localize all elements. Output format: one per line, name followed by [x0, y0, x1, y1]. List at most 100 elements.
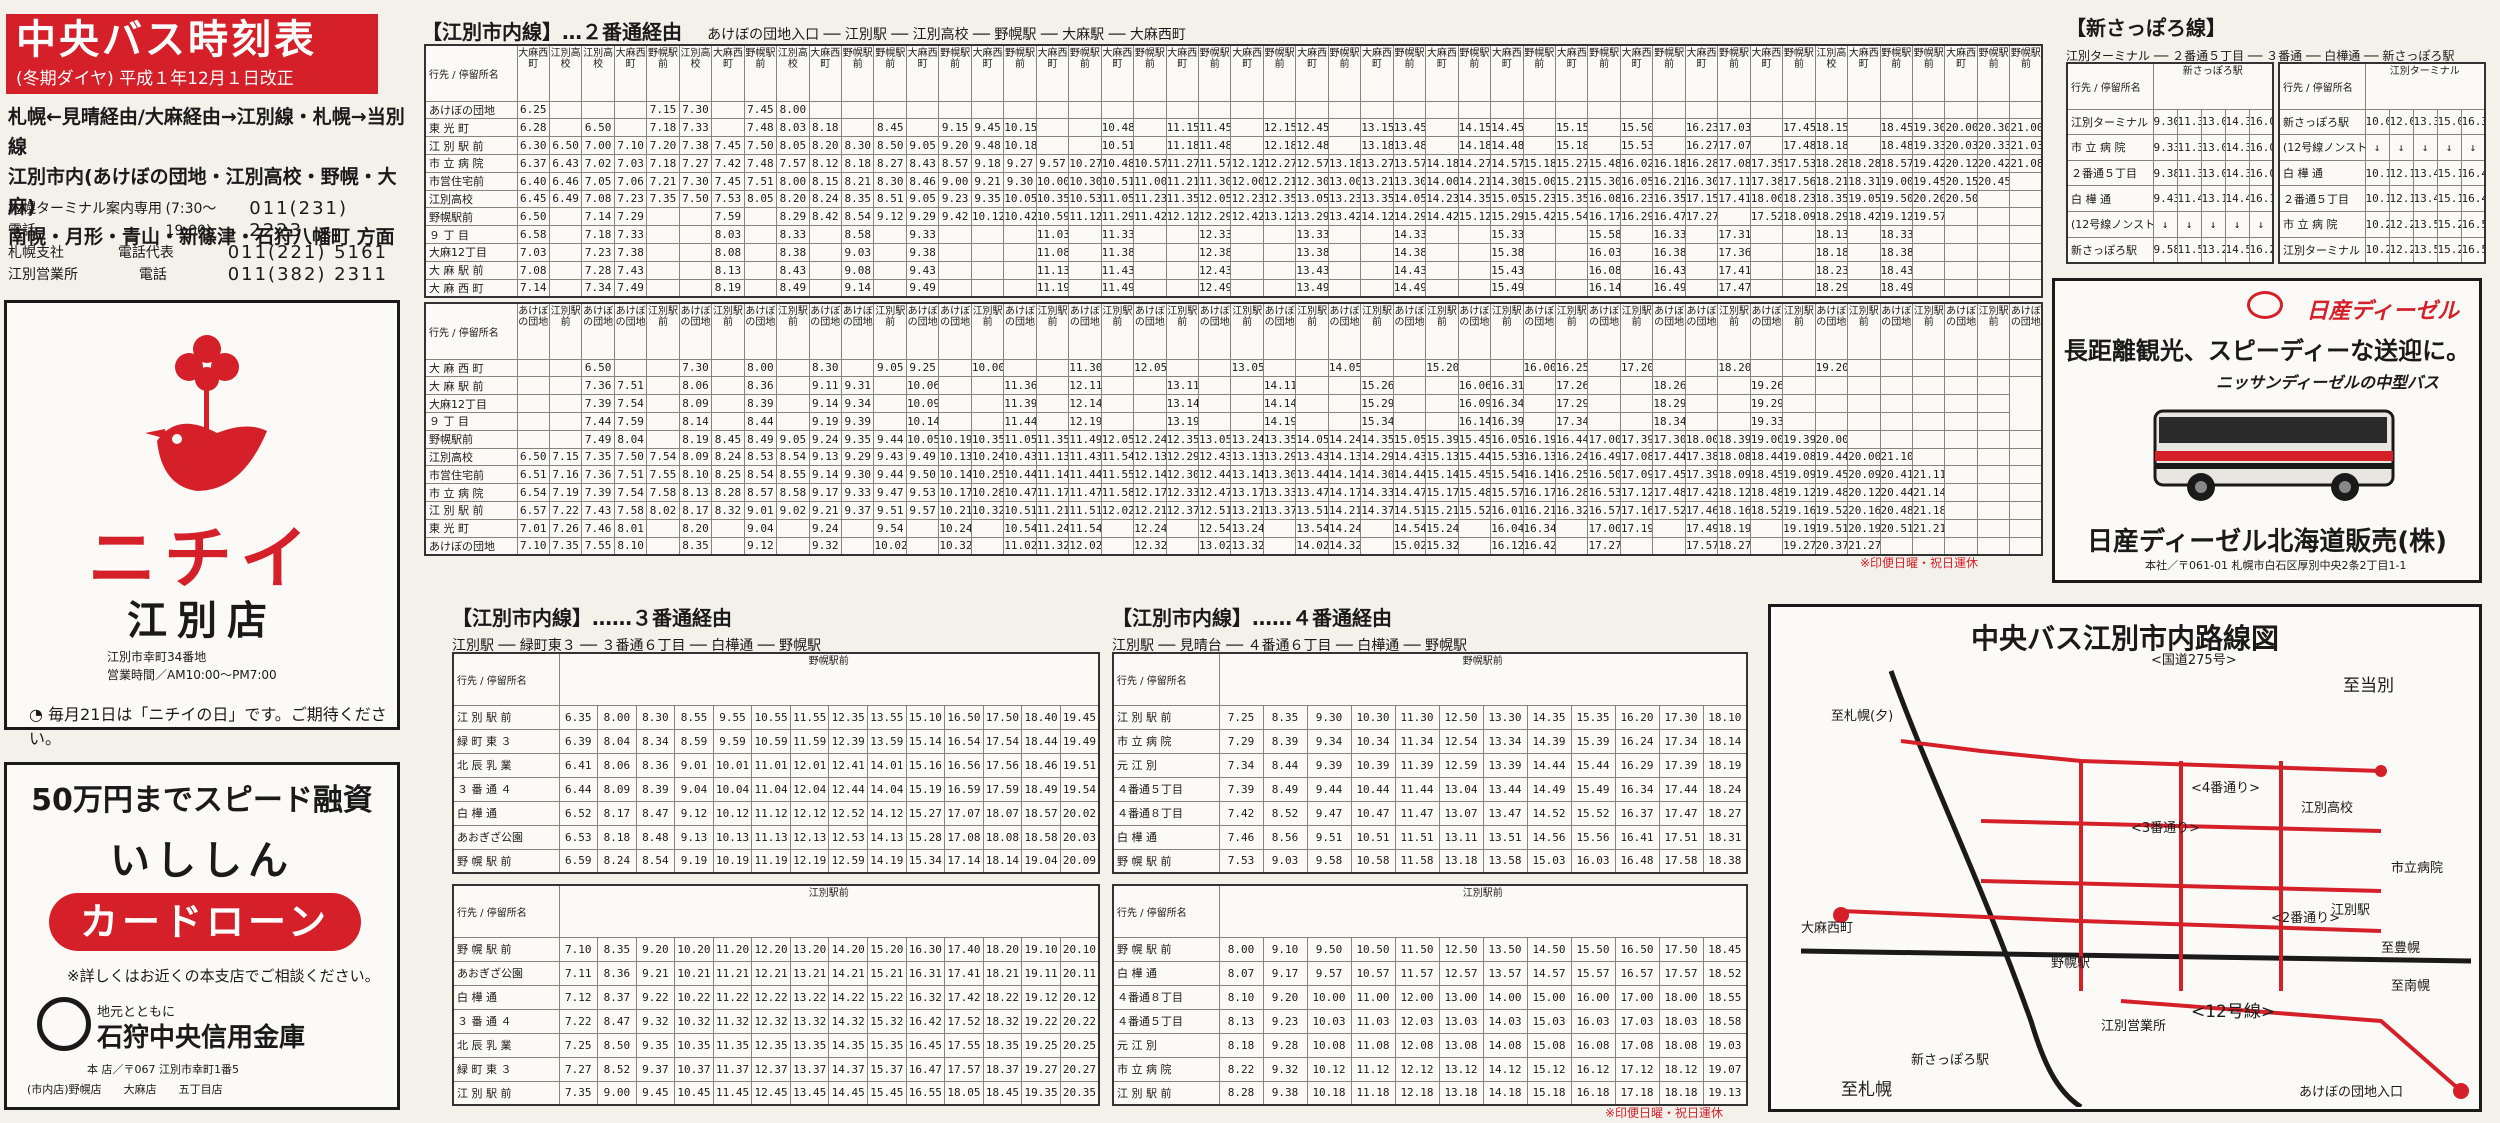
departure-time: 9.00 — [938, 171, 972, 191]
departure-time: 12.42 — [1230, 207, 1264, 227]
departure-time: 8.00 — [776, 171, 810, 191]
departure-time — [1944, 394, 1978, 413]
departure-time — [646, 260, 680, 280]
departure-time — [646, 411, 680, 431]
departure-time: 7.12 — [558, 984, 599, 1010]
departure-time: 17.08 — [944, 824, 984, 850]
departure-time — [1360, 536, 1394, 556]
departure-time: 12.38 — [1198, 243, 1232, 262]
departure-time: 7.46 — [1218, 824, 1264, 850]
departure-time — [1944, 358, 1978, 378]
destination-header: 大麻西町 — [711, 44, 745, 102]
departure-time — [2009, 518, 2043, 538]
timetable: 行先 / 停留所名 江別駅前野 幌 駅 前 8.00 9.10 9.50 10.50 11.… — [1112, 884, 1749, 1106]
departure-time: 16.28 — [1554, 483, 1589, 502]
stop-name: 江別高校 — [424, 447, 518, 467]
departure-time: 15.30 — [1587, 171, 1621, 191]
stop-name: 野 幌 駅 前 — [452, 936, 560, 962]
departure-time — [711, 358, 745, 378]
departure-time: 16.13 — [1522, 447, 1557, 467]
departure-time: 15.43 — [1490, 260, 1524, 280]
departure-time: 18.32 — [982, 1008, 1023, 1034]
departure-time: 13.29 — [1262, 447, 1297, 467]
departure-time: 9.28 — [1262, 1032, 1308, 1058]
departure-time: 18.52 — [1702, 960, 1748, 986]
departure-time — [1944, 518, 1978, 538]
stop-name: 市営住宅前 — [424, 171, 518, 191]
departure-time: 11.00 — [1133, 171, 1167, 191]
departure-time: 13.11 — [1165, 376, 1200, 396]
departure-time: 16.32 — [1554, 501, 1589, 520]
departure-time — [1133, 411, 1167, 431]
departure-time — [1847, 411, 1881, 431]
departure-time — [1457, 100, 1492, 120]
departure-time: 11.30 — [1198, 171, 1232, 191]
map-label-hospital: 市立病院 — [2391, 861, 2444, 876]
departure-time — [1976, 225, 2011, 244]
departure-time: 13.58 — [2412, 236, 2438, 264]
departure-time — [841, 536, 875, 556]
departure-time — [1068, 278, 1102, 298]
destination-header: 江別駅前 — [1717, 302, 1751, 360]
departure-time: 13.44 — [1295, 465, 1329, 485]
departure-time: 8.37 — [597, 984, 637, 1010]
departure-time: 10.50 — [1350, 936, 1396, 962]
map-label-ebetsu-high: 江別高校 — [2301, 801, 2354, 816]
departure-time: 11.51 — [1394, 824, 1440, 850]
departure-time — [1262, 518, 1297, 538]
departure-time: 9.30 — [1003, 171, 1037, 191]
departure-time — [938, 260, 972, 280]
destination-header: 野幌駅前 — [1911, 44, 1946, 102]
table-row: 元 江 別 7.34 8.44 9.39 10.39 11.39 12.59 13.39 14.… — [1112, 752, 1748, 778]
departure-time: 17.14 — [944, 848, 984, 874]
departure-time — [2009, 465, 2043, 485]
table-row: 野 幌 駅 前 6.59 8.24 8.54 9.19 10.19 11.19 12.19 12… — [452, 848, 1100, 874]
departure-time: 15.54 — [1554, 207, 1589, 227]
departure-time — [1976, 278, 2011, 298]
departure-time — [1360, 243, 1394, 262]
departure-time — [938, 225, 972, 244]
destination-header: 野幌駅前 — [1879, 44, 1913, 102]
destination-header: あけぼの団地 — [1068, 302, 1102, 360]
departure-time: 9.49 — [905, 278, 940, 298]
departure-time: 10.34 — [1350, 728, 1396, 754]
destination-header: あけぼの団地 — [1133, 302, 1167, 360]
stop-name: 市 立 病 院 — [2066, 134, 2154, 161]
departure-time: 11.50 — [1394, 936, 1440, 962]
departure-time — [1392, 411, 1427, 431]
departure-time: 11.05 — [1003, 429, 1037, 449]
sec4-header: 【江別市内線】……４番通経由 江別駅 ── 見晴台 ── ４番通６丁目 ── 白… — [1112, 602, 1752, 655]
departure-time: 9.29 — [841, 447, 875, 467]
departure-time — [1847, 260, 1881, 280]
departure-time: 18.34 — [1652, 411, 1686, 431]
departure-time: 6.46 — [548, 171, 583, 191]
destination-header: あけぼの団地 — [1944, 302, 1978, 360]
departure-time — [1717, 411, 1751, 431]
stop-name: 緑 町 東 ３ — [452, 728, 560, 754]
destination-header: あけぼの団地 — [613, 302, 648, 360]
departure-time — [1522, 376, 1557, 396]
departure-time: 16.03 — [1570, 848, 1616, 874]
departure-time: 13.05 — [1230, 358, 1264, 378]
departure-time — [548, 376, 583, 396]
departure-time: 9.19 — [808, 411, 843, 431]
departure-time: 18.08 — [1717, 447, 1751, 467]
departure-time: 13.18 — [1438, 1080, 1484, 1106]
departure-time: 9.33 — [2152, 134, 2178, 161]
departure-time: 12.45 — [1295, 118, 1329, 138]
departure-time — [938, 358, 972, 378]
destination-header: 大麻西町 — [1619, 44, 1654, 102]
departure-time: 9.57 — [1306, 960, 1352, 986]
departure-time: 10.25 — [970, 465, 1005, 485]
table-row: ３ 番 通 ４ 6.44 8.09 8.39 9.04 10.04 11.04 12.04 12… — [452, 776, 1100, 802]
departure-time — [1782, 394, 1816, 413]
departure-time — [2009, 536, 2043, 556]
departure-time: 19.12 — [1021, 984, 1061, 1010]
departure-time: 8.49 — [1262, 776, 1308, 802]
departure-time: 15.27 — [905, 800, 946, 826]
departure-time — [646, 376, 680, 396]
departure-time — [1457, 536, 1492, 556]
table-row: 白 樺 通 7.12 8.37 9.22 10.22 11.22 12.22 13.22 14.… — [452, 984, 1100, 1010]
departure-time: 7.58 — [646, 483, 680, 502]
departure-time: 11.58 — [1394, 848, 1440, 874]
